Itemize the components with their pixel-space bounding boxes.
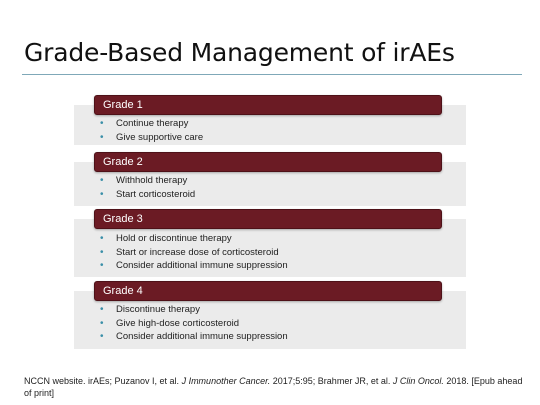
grade-3-header: Grade 3 xyxy=(94,209,442,229)
title-divider xyxy=(22,74,522,75)
grade-2-list: Withhold therapy Start corticosteroid xyxy=(100,174,466,201)
list-item: Give high-dose corticosteroid xyxy=(100,317,466,331)
reference-text: 2017;5:95; Brahmer JR, et al. xyxy=(270,376,393,386)
slide-title: Grade-Based Management of irAEs xyxy=(24,38,455,67)
grade-3-list: Hold or discontinue therapy Start or inc… xyxy=(100,232,466,273)
grade-2-header: Grade 2 xyxy=(94,152,442,172)
grade-4-list: Discontinue therapy Give high-dose corti… xyxy=(100,303,466,344)
list-item: Start or increase dose of corticosteroid xyxy=(100,246,466,260)
grade-1-list: Continue therapy Give supportive care xyxy=(100,117,466,144)
list-item: Withhold therapy xyxy=(100,174,466,188)
grade-4-header: Grade 4 xyxy=(94,281,442,301)
list-item: Hold or discontinue therapy xyxy=(100,232,466,246)
grade-1-header: Grade 1 xyxy=(94,95,442,115)
list-item: Discontinue therapy xyxy=(100,303,466,317)
list-item: Continue therapy xyxy=(100,117,466,131)
reference-text: NCCN website. irAEs; Puzanov I, et al. xyxy=(24,376,182,386)
list-item: Consider additional immune suppression xyxy=(100,330,466,344)
list-item: Give supportive care xyxy=(100,131,466,145)
list-item: Start corticosteroid xyxy=(100,188,466,202)
reference-text: 2018. [Epub ahead of print] xyxy=(24,376,523,398)
reference-journal: J Immunother Cancer. xyxy=(181,376,271,386)
reference-journal: J Clin Oncol. xyxy=(392,376,444,386)
list-item: Consider additional immune suppression xyxy=(100,259,466,273)
reference-footnote: NCCN website. irAEs; Puzanov I, et al. J… xyxy=(24,375,524,399)
